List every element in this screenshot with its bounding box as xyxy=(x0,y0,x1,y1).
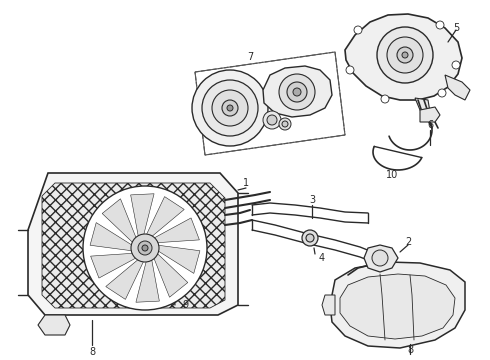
Text: 6: 6 xyxy=(427,120,433,130)
Circle shape xyxy=(282,121,288,127)
Polygon shape xyxy=(102,199,137,244)
Circle shape xyxy=(192,70,268,146)
Polygon shape xyxy=(153,218,199,243)
Polygon shape xyxy=(445,75,470,100)
Polygon shape xyxy=(28,173,238,315)
Circle shape xyxy=(287,82,307,102)
Circle shape xyxy=(202,80,258,136)
Circle shape xyxy=(293,88,301,96)
Polygon shape xyxy=(322,295,335,315)
Polygon shape xyxy=(106,258,144,300)
Text: 8: 8 xyxy=(89,347,95,357)
Polygon shape xyxy=(153,252,188,297)
Text: 8: 8 xyxy=(407,345,413,355)
Circle shape xyxy=(83,186,207,310)
Polygon shape xyxy=(340,274,455,339)
Circle shape xyxy=(267,115,277,125)
Polygon shape xyxy=(195,52,345,155)
Polygon shape xyxy=(157,245,200,273)
Polygon shape xyxy=(146,197,184,238)
Circle shape xyxy=(222,100,238,116)
Circle shape xyxy=(377,27,433,83)
Polygon shape xyxy=(345,14,462,100)
Circle shape xyxy=(436,21,444,29)
Text: 3: 3 xyxy=(309,195,315,205)
Polygon shape xyxy=(415,98,430,115)
Circle shape xyxy=(452,61,460,69)
Circle shape xyxy=(438,89,446,97)
Circle shape xyxy=(212,90,248,126)
Polygon shape xyxy=(330,262,465,348)
Circle shape xyxy=(227,105,233,111)
Polygon shape xyxy=(136,258,159,302)
Circle shape xyxy=(131,234,159,262)
Polygon shape xyxy=(42,183,225,308)
Text: 10: 10 xyxy=(386,170,398,180)
Text: 9: 9 xyxy=(182,300,188,310)
Text: 4: 4 xyxy=(319,253,325,263)
Circle shape xyxy=(397,47,413,63)
Polygon shape xyxy=(38,315,70,335)
Circle shape xyxy=(346,66,354,74)
Circle shape xyxy=(279,74,315,110)
Circle shape xyxy=(138,241,152,255)
Circle shape xyxy=(372,250,388,266)
Polygon shape xyxy=(364,245,398,272)
Polygon shape xyxy=(91,253,137,278)
Circle shape xyxy=(354,26,362,34)
Polygon shape xyxy=(420,107,440,122)
Circle shape xyxy=(263,111,281,129)
Text: 2: 2 xyxy=(405,237,411,247)
Circle shape xyxy=(306,234,314,242)
Circle shape xyxy=(402,52,408,58)
Circle shape xyxy=(381,95,389,103)
Circle shape xyxy=(387,37,423,73)
Polygon shape xyxy=(90,222,133,251)
Polygon shape xyxy=(263,66,332,117)
Text: 5: 5 xyxy=(453,23,459,33)
Circle shape xyxy=(302,230,318,246)
Circle shape xyxy=(142,245,148,251)
Text: 7: 7 xyxy=(247,52,253,62)
Text: 1: 1 xyxy=(243,178,249,188)
Polygon shape xyxy=(131,194,154,238)
Circle shape xyxy=(279,118,291,130)
